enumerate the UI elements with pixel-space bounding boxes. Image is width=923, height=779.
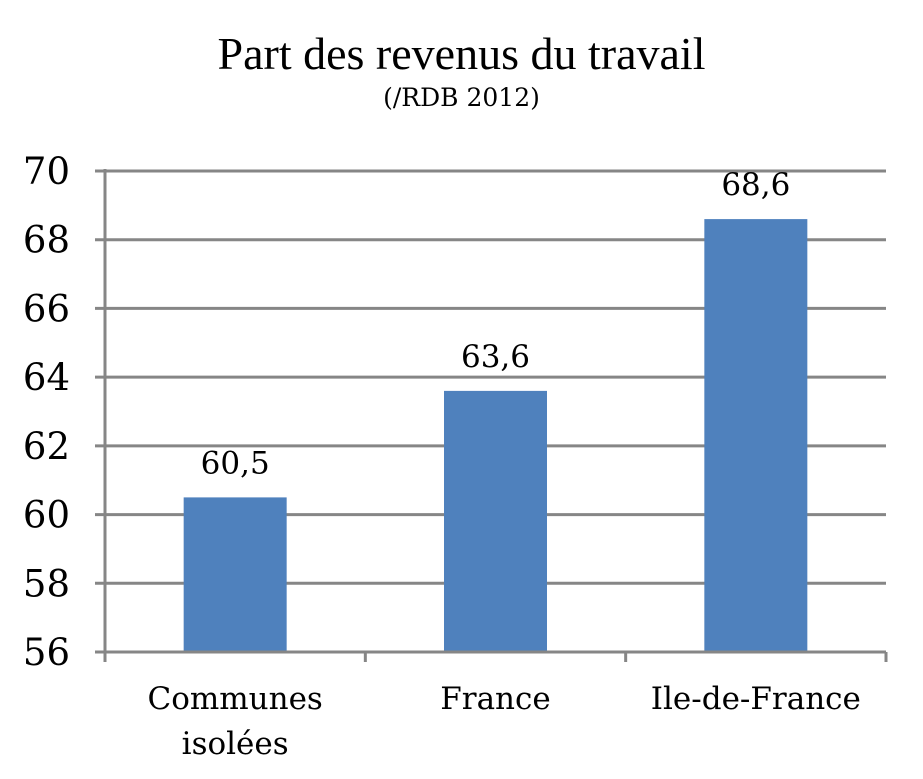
chart-title: Part des revenus du travail	[217, 28, 706, 79]
x-tick-labels: Communes isolées France Ile-de-France	[147, 681, 860, 762]
data-label: 68,6	[721, 167, 790, 203]
y-tick-label: 64	[23, 356, 70, 399]
bar	[183, 497, 287, 652]
y-tick-labels: 56 58 60 62 64 66 68 70	[23, 150, 70, 674]
y-tick-label: 56	[23, 631, 70, 674]
chart-subtitle: (/RDB 2012)	[383, 83, 540, 112]
y-tick-label: 58	[23, 562, 70, 605]
y-tick-label: 62	[23, 425, 70, 468]
bar	[444, 390, 547, 652]
y-tick-label: 60	[23, 494, 70, 537]
bars	[183, 219, 808, 652]
axes	[95, 169, 888, 662]
x-tick-label: France	[440, 681, 550, 717]
x-tick-label: Communes isolées	[147, 681, 322, 762]
bar	[704, 219, 808, 652]
y-tick-label: 66	[23, 287, 70, 330]
data-label: 63,6	[461, 339, 530, 375]
y-tick-label: 68	[23, 219, 70, 262]
data-labels: 60,5 63,6 68,6	[201, 167, 791, 481]
x-tick-label: Ile-de-France	[651, 681, 861, 717]
y-tick-label: 70	[23, 150, 70, 193]
data-label: 60,5	[201, 445, 270, 481]
